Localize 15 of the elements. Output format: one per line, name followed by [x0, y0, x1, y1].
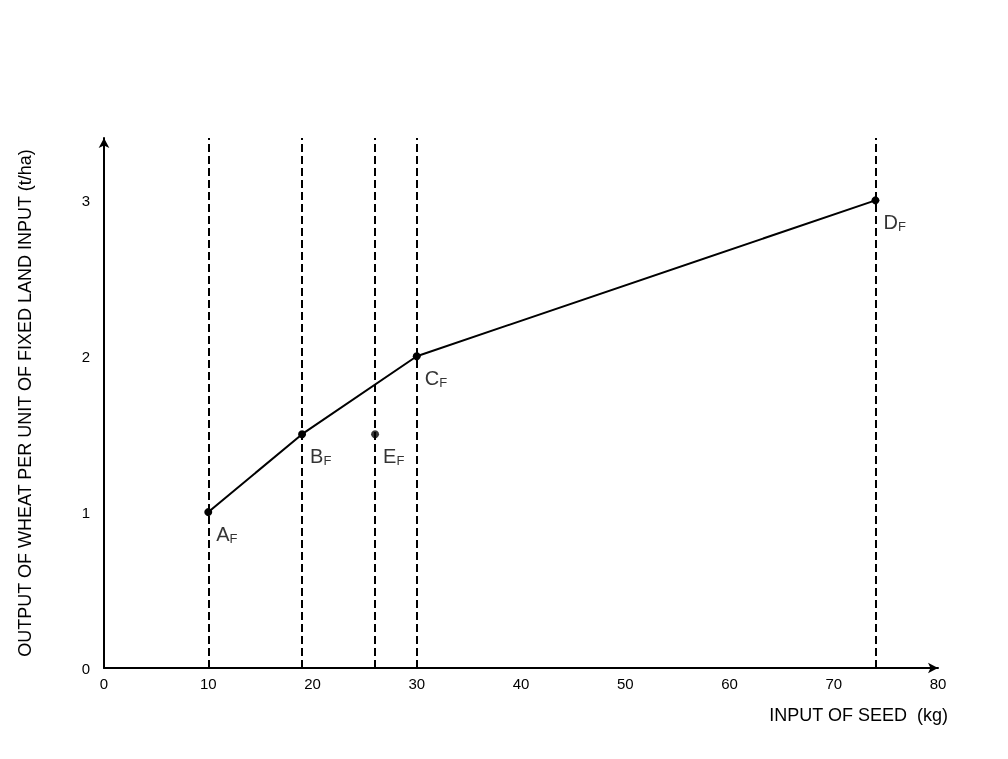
- y-tick-label: 2: [81, 347, 90, 365]
- y-axis-title: OUTPUT OF WHEAT PER UNIT OF FIXED LAND INPUT (t/ha): [15, 149, 35, 657]
- x-tick-label: 60: [721, 675, 738, 692]
- x-tick-label: 10: [199, 675, 217, 692]
- x-tick-label: 50: [616, 675, 634, 692]
- x-axis-title: INPUT OF SEED (kg): [769, 705, 948, 725]
- y-tick-label: 1: [81, 503, 90, 521]
- x-tick-label: 0: [99, 675, 109, 692]
- x-tick-label: 70: [825, 675, 843, 692]
- y-tick-label: 0: [81, 659, 90, 677]
- x-tick-label: 40: [512, 675, 530, 692]
- x-tick-label: 30: [408, 675, 426, 692]
- x-tick-label: 80: [929, 675, 947, 692]
- y-tick-label: 3: [81, 191, 90, 209]
- x-tick-label: 20: [304, 675, 321, 692]
